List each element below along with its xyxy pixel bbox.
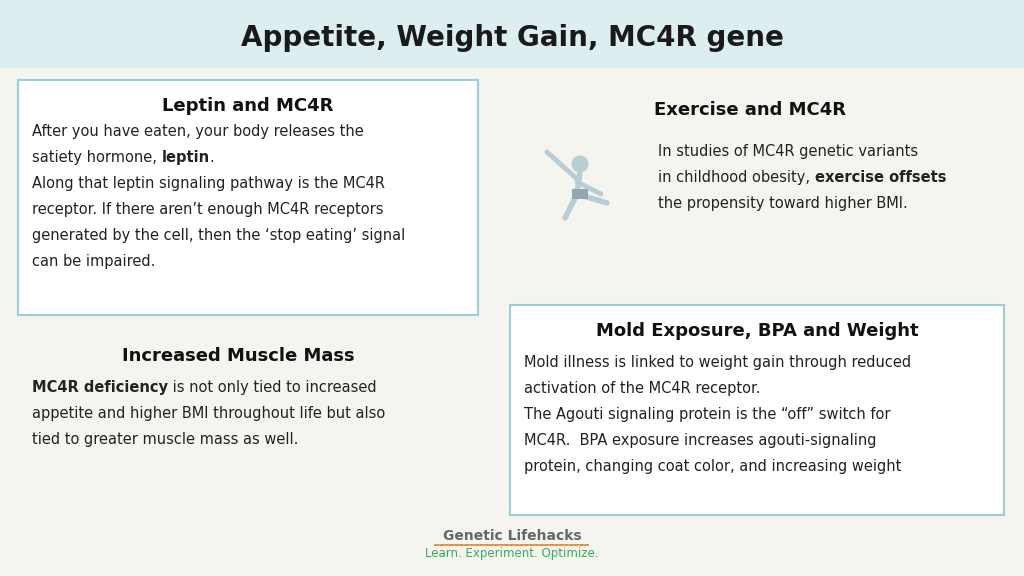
Text: MC4R deficiency: MC4R deficiency <box>32 380 168 395</box>
FancyBboxPatch shape <box>18 80 478 315</box>
Text: Appetite, Weight Gain, MC4R gene: Appetite, Weight Gain, MC4R gene <box>241 24 783 52</box>
Text: is not only tied to increased: is not only tied to increased <box>168 380 377 395</box>
FancyBboxPatch shape <box>510 305 1004 515</box>
Text: leptin: leptin <box>162 150 210 165</box>
Text: Increased Muscle Mass: Increased Muscle Mass <box>122 347 354 365</box>
Text: activation of the MC4R receptor.: activation of the MC4R receptor. <box>524 381 761 396</box>
Text: satiety hormone,: satiety hormone, <box>32 150 162 165</box>
Text: receptor. If there aren’t enough MC4R receptors: receptor. If there aren’t enough MC4R re… <box>32 202 384 217</box>
Text: can be impaired.: can be impaired. <box>32 254 156 269</box>
Text: Genetic Lifehacks: Genetic Lifehacks <box>442 529 582 543</box>
Text: Mold Exposure, BPA and Weight: Mold Exposure, BPA and Weight <box>596 322 919 340</box>
Text: MC4R.  BPA exposure increases agouti-signaling: MC4R. BPA exposure increases agouti-sign… <box>524 433 877 448</box>
Text: exercise offsets: exercise offsets <box>815 170 946 185</box>
Text: .: . <box>210 150 214 165</box>
Text: Along that leptin signaling pathway is the MC4R: Along that leptin signaling pathway is t… <box>32 176 385 191</box>
Text: Exercise and MC4R: Exercise and MC4R <box>654 101 846 119</box>
Text: generated by the cell, then the ‘stop eating’ signal: generated by the cell, then the ‘stop ea… <box>32 228 406 243</box>
Text: Leptin and MC4R: Leptin and MC4R <box>163 97 334 115</box>
Text: protein, changing coat color, and increasing weight: protein, changing coat color, and increa… <box>524 459 901 474</box>
Text: appetite and higher BMI throughout life but also: appetite and higher BMI throughout life … <box>32 406 385 421</box>
Text: In studies of MC4R genetic variants: In studies of MC4R genetic variants <box>658 144 919 159</box>
Circle shape <box>572 156 588 172</box>
Text: After you have eaten, your body releases the: After you have eaten, your body releases… <box>32 124 364 139</box>
FancyBboxPatch shape <box>571 188 589 199</box>
Text: in childhood obesity,: in childhood obesity, <box>658 170 815 185</box>
Text: The Agouti signaling protein is the “off” switch for: The Agouti signaling protein is the “off… <box>524 407 891 422</box>
Text: Learn. Experiment. Optimize.: Learn. Experiment. Optimize. <box>425 548 599 560</box>
FancyBboxPatch shape <box>0 0 1024 68</box>
Text: the propensity toward higher BMI.: the propensity toward higher BMI. <box>658 196 907 211</box>
Text: tied to greater muscle mass as well.: tied to greater muscle mass as well. <box>32 432 298 447</box>
Text: Mold illness is linked to weight gain through reduced: Mold illness is linked to weight gain th… <box>524 355 911 370</box>
